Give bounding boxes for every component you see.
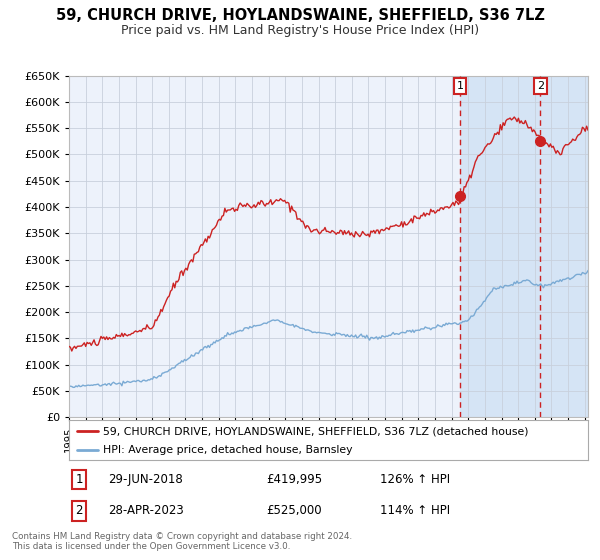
Text: 126% ↑ HPI: 126% ↑ HPI — [380, 473, 451, 486]
Text: 114% ↑ HPI: 114% ↑ HPI — [380, 504, 451, 517]
Text: 29-JUN-2018: 29-JUN-2018 — [108, 473, 182, 486]
Text: 59, CHURCH DRIVE, HOYLANDSWAINE, SHEFFIELD, S36 7LZ (detached house): 59, CHURCH DRIVE, HOYLANDSWAINE, SHEFFIE… — [103, 426, 528, 436]
Text: 2: 2 — [75, 504, 83, 517]
Text: 28-APR-2023: 28-APR-2023 — [108, 504, 184, 517]
Text: 1: 1 — [75, 473, 83, 486]
Text: £525,000: £525,000 — [266, 504, 322, 517]
Text: Contains HM Land Registry data © Crown copyright and database right 2024.
This d: Contains HM Land Registry data © Crown c… — [12, 532, 352, 552]
Text: 2: 2 — [536, 81, 544, 91]
Text: £419,995: £419,995 — [266, 473, 322, 486]
Text: 59, CHURCH DRIVE, HOYLANDSWAINE, SHEFFIELD, S36 7LZ: 59, CHURCH DRIVE, HOYLANDSWAINE, SHEFFIE… — [56, 8, 544, 24]
Text: 1: 1 — [457, 81, 463, 91]
Text: Price paid vs. HM Land Registry's House Price Index (HPI): Price paid vs. HM Land Registry's House … — [121, 24, 479, 36]
Bar — [460, 76, 600, 417]
Text: HPI: Average price, detached house, Barnsley: HPI: Average price, detached house, Barn… — [103, 445, 352, 455]
